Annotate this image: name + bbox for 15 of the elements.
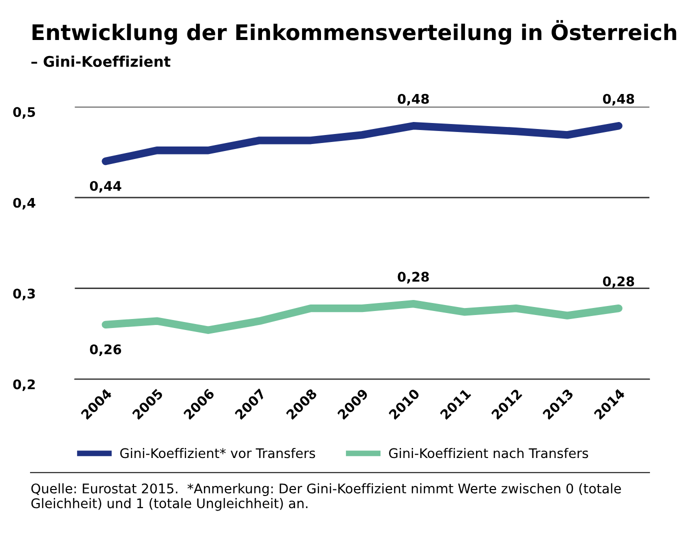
y-tick-label: 0,4 — [13, 198, 36, 210]
data-label: 0,48 — [602, 94, 634, 106]
y-tick-label: 0,3 — [13, 288, 35, 300]
chart-title: Entwicklung der Einkommensverteilung in Österreich — [32, 20, 676, 45]
chart-subtitle: – Gini-Koeffizient — [31, 56, 170, 67]
data-label: 0,28 — [398, 272, 429, 284]
data-label: 0,44 — [90, 180, 122, 193]
data-label: 0,48 — [398, 94, 429, 106]
legend-label: Gini-Koeffizient* vor Transfers — [120, 448, 316, 458]
legend-label: Gini-Koeffizient nach Transfers — [389, 448, 588, 458]
data-label: 0,26 — [90, 344, 122, 356]
y-tick-label: 0,2 — [13, 379, 35, 392]
source-note: Quelle: Eurostat 2015. *Anmerkung: Der Gini-Koeffizient nimmt Werte zwischen 0 (totale Gleichheit) und 1 (totale Ungleichheit) an. — [31, 483, 621, 511]
data-label: 0,28 — [602, 276, 634, 288]
y-tick-label: 0,5 — [13, 107, 35, 119]
